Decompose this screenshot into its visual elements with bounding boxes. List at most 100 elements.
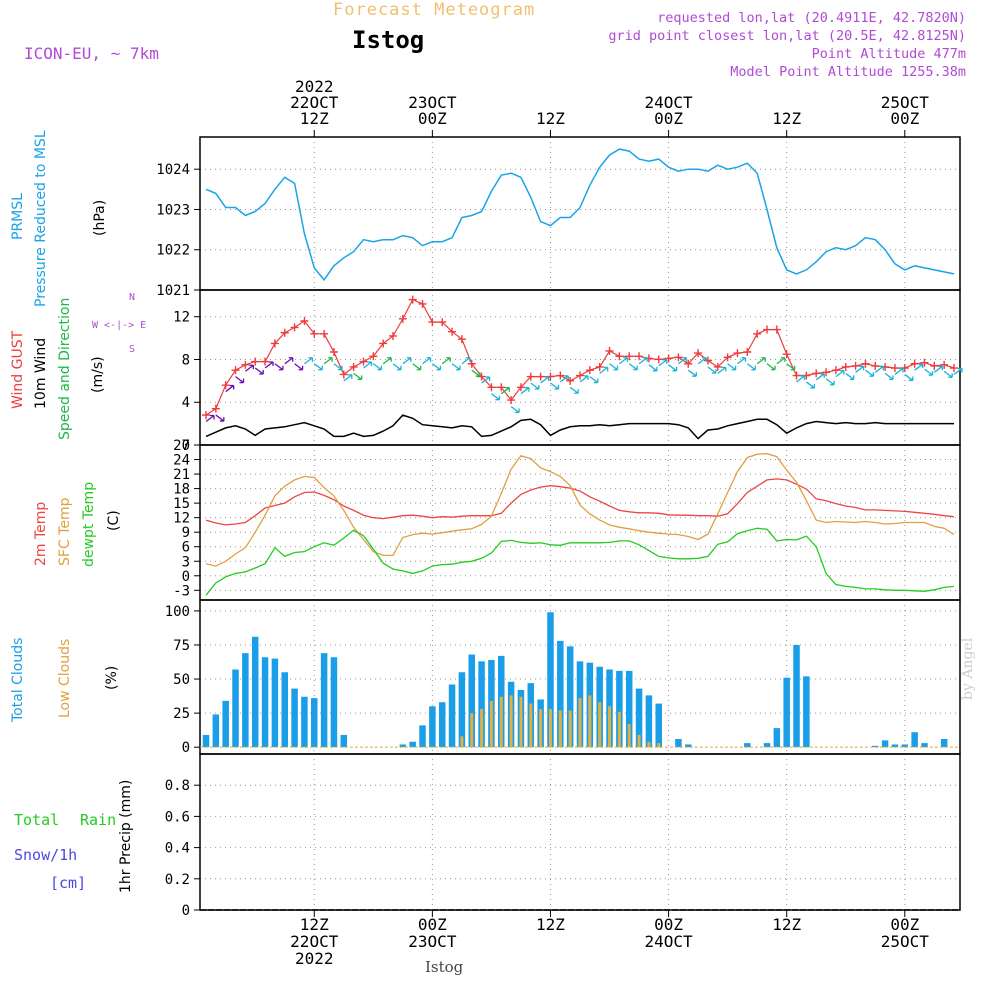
gust-marker	[812, 369, 821, 378]
footer-station: Istog	[425, 958, 464, 976]
precip-legend-rain: Rain	[80, 811, 117, 829]
total-cloud-bar	[783, 677, 790, 748]
low-cloud-bar	[657, 743, 661, 748]
gust-marker	[251, 357, 260, 366]
wind-arrow	[392, 363, 402, 371]
y-tick-label: 8	[182, 352, 190, 368]
model-altitude: Model Point Altitude 1255.38m	[730, 64, 966, 80]
total-cloud-bar	[438, 702, 446, 748]
wind-arrow	[825, 378, 835, 386]
gust-marker	[890, 364, 899, 373]
gust-marker	[930, 361, 939, 370]
y-tick-label: 24	[173, 453, 190, 469]
gust-marker	[576, 371, 584, 380]
precip-legend-total: Total	[14, 811, 60, 829]
wind-arrow	[510, 405, 520, 414]
x-tick-label-bottom: 2022	[295, 949, 334, 968]
wind-arrow	[569, 386, 579, 394]
low-cloud-bar	[499, 696, 503, 748]
total-cloud-bar	[675, 739, 682, 748]
wind-arrow	[520, 387, 530, 395]
total-cloud-bar	[429, 706, 436, 748]
wind-arrow	[796, 375, 806, 383]
total-cloud-bar	[330, 657, 338, 748]
total-cloud-bar	[222, 700, 229, 748]
y-tick-label: 0.8	[165, 778, 190, 794]
gust-marker	[536, 372, 545, 381]
wind-arrow	[372, 363, 382, 371]
wind-arrow	[805, 381, 816, 389]
gust-marker	[398, 314, 407, 323]
wind-arrow	[353, 372, 363, 381]
y-tick-label: 0.2	[165, 872, 190, 888]
gust-marker	[950, 364, 958, 373]
wind-arrow	[431, 363, 442, 371]
wind-arrow	[904, 373, 914, 382]
gust-marker	[733, 349, 742, 358]
wind-arrow	[422, 357, 432, 365]
x-tick-label-top: 00Z	[654, 109, 683, 128]
wind-arrow	[943, 370, 953, 378]
wind-arrow	[933, 365, 943, 373]
wind-arrow	[382, 357, 392, 365]
y-tick-label: 0	[182, 903, 190, 919]
total-cloud-bar	[891, 744, 899, 748]
wind-arrow	[835, 369, 845, 378]
total-cloud-bar	[773, 728, 781, 748]
wind-arrow	[579, 375, 589, 383]
gust-marker	[753, 329, 762, 338]
low-cloud-bar	[608, 706, 612, 748]
wind-arrow	[727, 363, 737, 371]
low-cloud-bar	[548, 709, 552, 748]
precip-legend-snow: Snow/1h	[14, 846, 78, 864]
wind-arrow	[491, 393, 501, 401]
gust-marker	[782, 350, 791, 359]
wind-arrow	[865, 369, 875, 377]
wind-arrow	[599, 366, 609, 374]
gust-marker	[635, 352, 644, 361]
gust-marker	[703, 356, 712, 365]
panel-pressure: 1021 1022 1023 1024	[156, 136, 961, 299]
x-tick-label-top: 12Z	[772, 109, 801, 128]
gust-marker	[763, 325, 771, 334]
low-cloud-bar	[539, 709, 543, 748]
model-label: ICON-EU, ~ 7km	[24, 44, 159, 63]
gust-marker	[369, 352, 378, 361]
wind-arrow	[609, 363, 619, 371]
gust-marker	[625, 352, 634, 361]
x-tick-label-bottom: 23OCT	[408, 932, 457, 951]
point-altitude: Point Altitude 477m	[811, 46, 966, 62]
total-cloud-bar	[242, 653, 249, 748]
wind-arrow	[244, 364, 255, 372]
total-cloud-bar	[448, 684, 456, 748]
gust-marker	[526, 372, 535, 381]
y-tick-label: 3	[182, 554, 190, 570]
gust-marker	[261, 357, 270, 366]
low-cloud-bar	[637, 734, 641, 748]
wind-arrow	[786, 363, 796, 371]
wind-arrow	[294, 363, 304, 371]
wind-arrow	[304, 357, 314, 365]
y-tick-label: 4	[182, 395, 190, 411]
wind-arrow	[697, 357, 707, 365]
panel-precip: 0 0.2 0.4 0.6 0.8	[165, 753, 961, 919]
gust-marker	[841, 362, 850, 371]
wind-arrow	[471, 369, 481, 377]
gust-marker	[231, 366, 240, 375]
y-tick-label: 0.4	[165, 841, 190, 857]
wind-arrow	[481, 376, 491, 384]
gust-marker	[329, 348, 338, 356]
total-cloud-bar	[645, 695, 653, 748]
wind-arrow	[264, 361, 274, 369]
wind-arrow	[323, 357, 333, 365]
gust-marker	[221, 381, 230, 390]
low-cloud-bar	[647, 741, 651, 748]
gust-marker	[940, 360, 949, 369]
wind-arrow	[412, 363, 422, 371]
gust-marker	[792, 371, 801, 380]
gridpoint-coords: grid point closest lon,lat (20.5E, 42.81…	[608, 28, 966, 44]
wind-arrow	[874, 365, 884, 373]
wind-arrow	[648, 364, 658, 372]
gust-marker	[585, 366, 594, 375]
gust-marker	[684, 359, 693, 368]
